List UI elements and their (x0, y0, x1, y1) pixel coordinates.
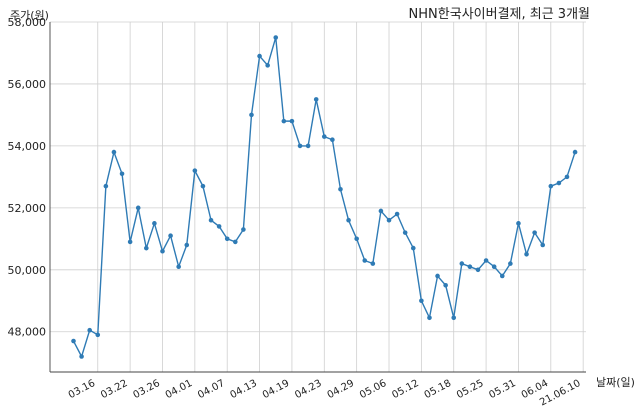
data-point (176, 264, 181, 269)
data-point (467, 264, 473, 269)
x-tick-labels: 03.16 03.22 03.26 04.01 04.07 04.13 04.19 04.23… (67, 378, 583, 409)
data-point (459, 261, 465, 266)
data-point (475, 267, 481, 273)
data-point (265, 63, 270, 68)
data-point (297, 143, 303, 149)
data-point (402, 230, 408, 235)
y-tick-label: 52,000 (8, 202, 47, 215)
data-point (508, 261, 513, 266)
x-tick-label: 04.07 (196, 378, 226, 401)
data-point (370, 261, 376, 266)
data-point (572, 149, 578, 155)
x-tick-label: 03.22 (99, 378, 129, 401)
data-point (224, 236, 230, 242)
data-point (79, 354, 84, 359)
data-point (160, 248, 165, 254)
data-point (491, 264, 497, 269)
data-point (435, 273, 440, 279)
data-point (71, 338, 76, 344)
data-point (184, 242, 190, 248)
y-tick-label: 48,000 (8, 326, 47, 339)
x-tick-label: 04.01 (164, 378, 194, 401)
y-tick-label: 58,000 (8, 16, 47, 29)
y-tick-label: 56,000 (8, 78, 47, 91)
y-axis-label: 주가(원) (10, 9, 49, 22)
data-point (524, 252, 529, 257)
data-point (127, 239, 133, 245)
data-point (354, 236, 359, 242)
data-point (95, 332, 101, 338)
x-tick-label: 03.16 (67, 378, 97, 401)
x-tick-label: 03.26 (131, 378, 161, 401)
x-tick-label: 04.19 (261, 378, 291, 401)
data-point (451, 315, 457, 321)
x-tick-label: 04.23 (293, 378, 323, 401)
chart-title: NHN한국사이버결제, 최근 3개월 (409, 7, 590, 22)
data-point (556, 180, 562, 186)
x-axis-label: 날짜(일) (596, 375, 635, 389)
data-point (330, 137, 335, 142)
series-points (71, 35, 578, 359)
data-point (410, 245, 416, 251)
data-point (273, 35, 279, 40)
data-point (152, 221, 157, 226)
data-point (386, 217, 392, 223)
data-point (313, 97, 319, 102)
data-point (289, 118, 295, 124)
y-tick-labels: 48,000 50,000 52,000 54,000 56,000 58,000 (8, 16, 47, 339)
data-point (427, 315, 432, 321)
data-point (135, 205, 141, 211)
data-point (208, 217, 214, 223)
x-tick-label: 04.29 (326, 378, 356, 401)
data-point (338, 186, 343, 192)
data-point (499, 273, 505, 279)
x-tick-label: 04.13 (229, 378, 259, 401)
x-tick-label: 05.12 (390, 378, 420, 401)
data-point (483, 258, 489, 263)
data-point (419, 298, 424, 304)
data-point (362, 258, 368, 263)
x-tick-label: 05.31 (487, 378, 517, 401)
data-point (443, 282, 448, 288)
grid (50, 21, 586, 372)
x-tick-label: 05.18 (423, 378, 453, 401)
data-point (168, 233, 173, 239)
data-point (548, 183, 554, 189)
data-point (200, 183, 206, 189)
data-point (192, 168, 198, 173)
data-point (103, 183, 109, 189)
data-point (257, 53, 262, 59)
axes (49, 22, 586, 373)
data-point (564, 174, 570, 180)
x-tick-label: 05.25 (455, 378, 485, 401)
data-point (119, 171, 125, 177)
data-point (249, 112, 254, 118)
data-point (378, 208, 384, 214)
data-point (516, 221, 521, 226)
data-point (87, 327, 92, 333)
data-point (281, 118, 287, 124)
data-point (532, 230, 537, 235)
data-point (111, 149, 117, 155)
data-point (241, 227, 246, 232)
data-point (346, 217, 351, 223)
data-point (216, 224, 222, 229)
data-point (305, 143, 311, 149)
x-tick-label: 05.06 (358, 378, 388, 401)
data-point (321, 134, 327, 139)
y-tick-label: 50,000 (8, 264, 47, 277)
data-point (540, 242, 546, 248)
data-point (394, 211, 400, 217)
data-point (233, 239, 238, 245)
data-point (144, 245, 149, 251)
y-tick-label: 54,000 (8, 140, 47, 153)
